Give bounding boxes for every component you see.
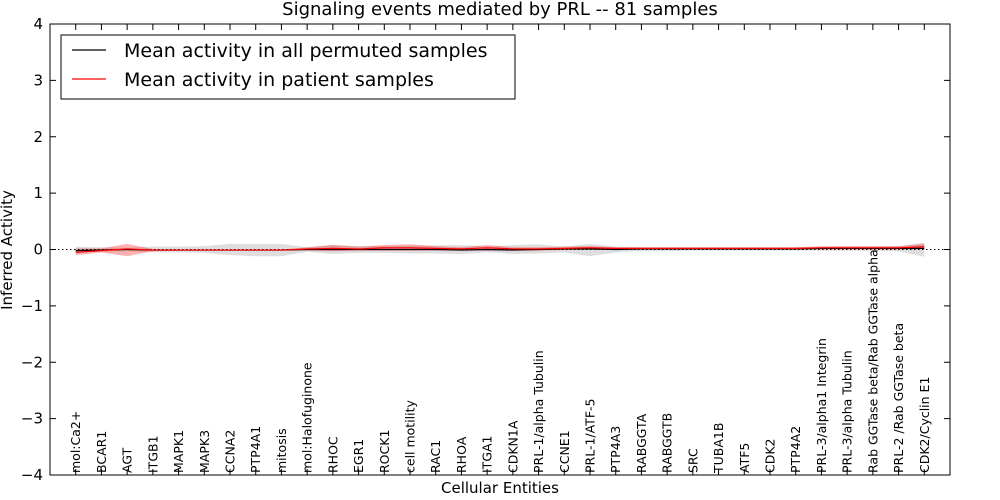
x-tick-label: MAPK3 xyxy=(197,430,212,473)
x-tick-label: mol:Halofuginone xyxy=(300,362,315,473)
x-tick-label: RABGGTA xyxy=(634,413,649,473)
x-tick-label: TUBA1B xyxy=(711,423,726,474)
legend-label-permuted: Mean activity in all permuted samples xyxy=(124,40,487,62)
x-tick-label: RABGGTB xyxy=(660,413,675,473)
chart-title: Signaling events mediated by PRL -- 81 s… xyxy=(282,0,718,20)
x-tick-label: PTP4A1 xyxy=(248,426,263,473)
x-tick-label: CCNA2 xyxy=(223,430,238,473)
x-tick-label: RHOA xyxy=(454,436,469,473)
x-tick-label: Rab GGTase beta/Rab GGTase alpha xyxy=(865,249,880,473)
y-tick-label: 4 xyxy=(33,15,43,33)
x-tick-label: mol:Ca2+ xyxy=(68,411,83,473)
x-axis-label: Cellular Entities xyxy=(441,479,559,497)
y-tick-label: −1 xyxy=(21,297,43,315)
legend-label-patient: Mean activity in patient samples xyxy=(124,69,434,91)
x-tick-label: RHOC xyxy=(325,436,340,473)
x-tick-label: mitosis xyxy=(274,428,289,473)
x-tick-label: PRL-1/ATF-5 xyxy=(583,398,598,473)
x-tick-label: RAC1 xyxy=(428,440,443,473)
x-tick-label: EGR1 xyxy=(351,439,366,473)
y-tick-label: 0 xyxy=(33,241,43,259)
x-tick-label: CDK2 xyxy=(763,438,778,473)
y-tick-label: −3 xyxy=(21,410,43,428)
x-tick-label: PRL-3/alpha Tubulin xyxy=(840,350,855,473)
y-tick-label: −2 xyxy=(21,353,43,371)
legend: Mean activity in all permuted samples Me… xyxy=(60,34,516,100)
x-tick-label: ATF5 xyxy=(737,443,752,473)
x-tick-label: CCNE1 xyxy=(557,430,572,473)
x-tick-label: PRL-3/alpha1 Integrin xyxy=(814,338,829,473)
legend-box xyxy=(60,34,516,100)
x-tick-label: MAPK1 xyxy=(171,430,186,473)
x-tick-label: cell motility xyxy=(403,399,418,473)
x-tick-label: PRL-1/alpha Tubulin xyxy=(531,350,546,473)
y-tick-label: 1 xyxy=(33,184,43,202)
y-tick-label: 2 xyxy=(33,128,43,146)
x-tick-label: PTP4A2 xyxy=(788,426,803,473)
x-tick-label: ITGB1 xyxy=(145,435,160,473)
x-tick-label: CDKN1A xyxy=(505,420,520,473)
y-tick-label: −4 xyxy=(21,466,43,484)
x-tick-label: CDK2/Cyclin E1 xyxy=(917,377,932,473)
y-axis-label: Inferred Activity xyxy=(0,190,16,310)
y-tick-label: 3 xyxy=(33,71,43,89)
x-tick-label: PRL-2 /Rab GGTase beta xyxy=(891,323,906,473)
x-tick-label: AGT xyxy=(120,447,135,473)
x-tick-label: PTP4A3 xyxy=(608,426,623,473)
x-tick-label: BCAR1 xyxy=(94,431,109,473)
x-tick-label: SRC xyxy=(685,448,700,473)
line-patient-mean xyxy=(75,246,925,253)
x-tick-label: ROCK1 xyxy=(377,430,392,473)
x-tick-label: ITGA1 xyxy=(480,435,495,473)
plot-area: −4 −3 −2 −1 0 1 2 3 4 mol:Ca2+ BCAR1 AGT ITGB1 MAPK1 M… xyxy=(21,15,951,484)
